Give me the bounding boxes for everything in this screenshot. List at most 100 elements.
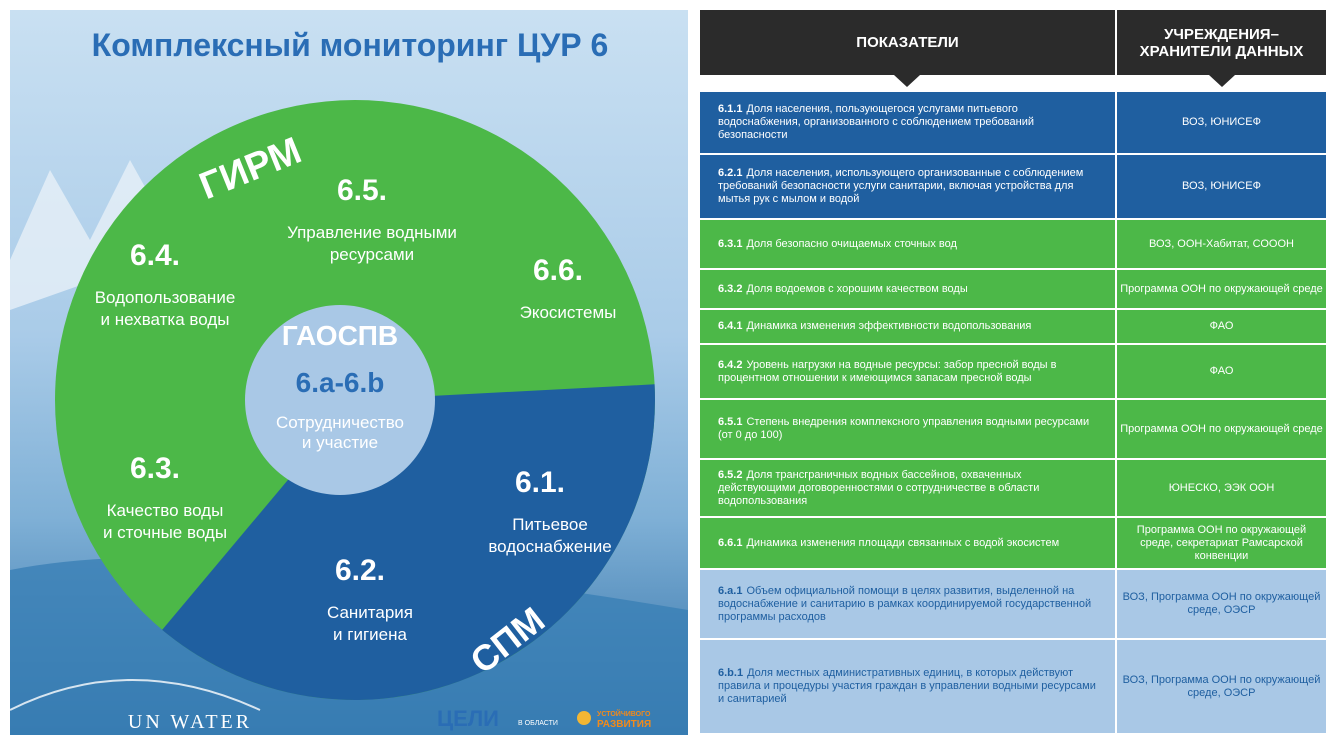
indicator: 6.3.2 Доля водоемов с хорошим качеством в… — [718, 283, 968, 296]
indicator-text: Доля местных административных единиц, в … — [718, 667, 1096, 705]
segment-text: Питьевое — [512, 515, 588, 534]
custodian-cell: ВОЗ, Программа ООН по окружающей среде, … — [1117, 640, 1326, 733]
table-row: 6.3.2 Доля водоемов с хорошим качеством в… — [700, 270, 1326, 310]
body: {"title": "Комплексный мониторинг ЦУР 6"… — [0, 0, 1326, 735]
indicator-text: Доля трансграничных водных бассейнов, ох… — [718, 469, 1039, 507]
custodian-cell: Программа ООН по окружающей среде — [1117, 400, 1326, 458]
table-header: УЧРЕЖДЕНИЯ– ХРАНИТЕЛИ ДАННЫХ — [1117, 10, 1326, 75]
indicator-code: 6.5.2 — [718, 469, 742, 481]
indicator: 6.4.1 Динамика изменения эффективности во… — [718, 320, 1031, 333]
table-row: 6.6.1 Динамика изменения площади связанны… — [700, 518, 1326, 570]
custodian-cell: ЮНЕСКО, ЭЭК ООН — [1117, 460, 1326, 516]
indicator-cell: 6.4.1 Динамика изменения эффективности во… — [700, 310, 1117, 343]
custodian-cell: ФАО — [1117, 310, 1326, 343]
custodian-cell: ВОЗ, ООН-Хабитат, СОООН — [1117, 220, 1326, 268]
segment-text: Управление водными — [287, 223, 457, 242]
table-row: 6.3.1 Доля безопасно очищаемых сточных во… — [700, 220, 1326, 270]
indicator-code: 6.3.2 — [718, 283, 742, 295]
segment-code: 6.2. — [335, 554, 385, 587]
segment-code: 6.6. — [533, 254, 583, 287]
indicator-cell: 6.6.1 Динамика изменения площади связанны… — [700, 518, 1117, 568]
indicator: 6.3.1 Доля безопасно очищаемых сточных во… — [718, 238, 957, 251]
indicator-cell: 6.3.2 Доля водоемов с хорошим качеством в… — [700, 270, 1117, 308]
table-header: ПОКАЗАТЕЛИ — [700, 10, 1117, 75]
sd-bottom: РАЗВИТИЯ — [597, 719, 651, 730]
segment-code: 6.3. — [130, 452, 180, 485]
segment-code: 6.5. — [337, 174, 387, 207]
indicator-text: Доля населения, использующего организова… — [718, 167, 1083, 205]
indicator-code: 6.a.1 — [718, 585, 742, 597]
center-text: и участие — [302, 433, 378, 452]
custodian-cell: Программа ООН по окружающей среде, секре… — [1117, 518, 1326, 568]
segment-text: и гигиена — [333, 625, 407, 644]
indicator-text: Динамика изменения эффективности водопол… — [746, 320, 1031, 332]
segment-text: Санитария — [327, 603, 413, 622]
table: ПОКАЗАТЕЛИ УЧРЕЖДЕНИЯ– ХРАНИТЕЛИ ДАННЫХ … — [700, 10, 1326, 735]
indicator-text: Доля водоемов с хорошим качеством воды — [746, 283, 967, 295]
center-label: ГАОСПВ — [282, 320, 398, 351]
indicator-code: 6.6.1 — [718, 537, 742, 549]
center-text: Сотрудничество — [276, 413, 404, 432]
segment-text: и нехватка воды — [101, 310, 230, 329]
indicator: 6.6.1 Динамика изменения площади связанны… — [718, 537, 1059, 550]
segment-text: и сточные воды — [103, 523, 227, 542]
segment-text: Экосистемы — [520, 303, 617, 322]
segment-text: ресурсами — [330, 245, 414, 264]
goals-logo: ЦЕЛИ — [437, 706, 499, 731]
indicator-code: 6.b.1 — [718, 667, 743, 679]
center-code: 6.a-6.b — [296, 367, 385, 398]
segment-text: водоснабжение — [488, 537, 611, 556]
indicator-code: 6.1.1 — [718, 103, 742, 115]
table-row: 6.4.1 Динамика изменения эффективности во… — [700, 310, 1326, 345]
custodian-cell: Программа ООН по окружающей среде — [1117, 270, 1326, 308]
un-water-logo: UN WATER — [128, 711, 252, 733]
custodian-cell: ВОЗ, ЮНИСЕФ — [1117, 155, 1326, 218]
indicator-text: Доля населения, пользующегося услугами п… — [718, 103, 1034, 141]
segment-text: Качество воды — [107, 501, 224, 520]
indicator-code: 6.2.1 — [718, 167, 742, 179]
custodian-cell: ФАО — [1117, 345, 1326, 398]
segment-code: 6.1. — [515, 466, 565, 499]
indicator-text: Динамика изменения площади связанных с в… — [746, 537, 1059, 549]
page: Комплексный мониторинг ЦУР 6 html, body … — [0, 0, 1326, 735]
indicator-cell: 6.3.1 Доля безопасно очищаемых сточных во… — [700, 220, 1117, 268]
indicator-text: Доля безопасно очищаемых сточных вод — [746, 238, 956, 250]
indicator-text: Объем официальной помощи в целях развити… — [718, 585, 1091, 623]
sd-top: УСТОЙЧИВОГО — [597, 709, 651, 718]
indicator-text: Уровень нагрузки на водные ресурсы: забо… — [718, 359, 1056, 384]
indicator-code: 6.5.1 — [718, 416, 742, 428]
title: Комплексный мониторинг ЦУР 6 — [92, 27, 609, 63]
indicator: 6.1.1Доля населения, пользующегося услуг… — [718, 103, 1099, 142]
segment-text: Водопользование — [95, 288, 236, 307]
header-arrow — [1209, 75, 1235, 87]
header-arrow — [894, 75, 920, 87]
indicator-code: 6.4.2 — [718, 359, 742, 371]
goals-small: В ОБЛАСТИ — [518, 720, 558, 727]
indicator-text: Степень внедрения комплексного управлени… — [718, 416, 1089, 441]
custodian-cell: ВОЗ, Программа ООН по окружающей среде, … — [1117, 570, 1326, 638]
indicator-code: 6.3.1 — [718, 238, 742, 250]
indicator-code: 6.4.1 — [718, 320, 742, 332]
